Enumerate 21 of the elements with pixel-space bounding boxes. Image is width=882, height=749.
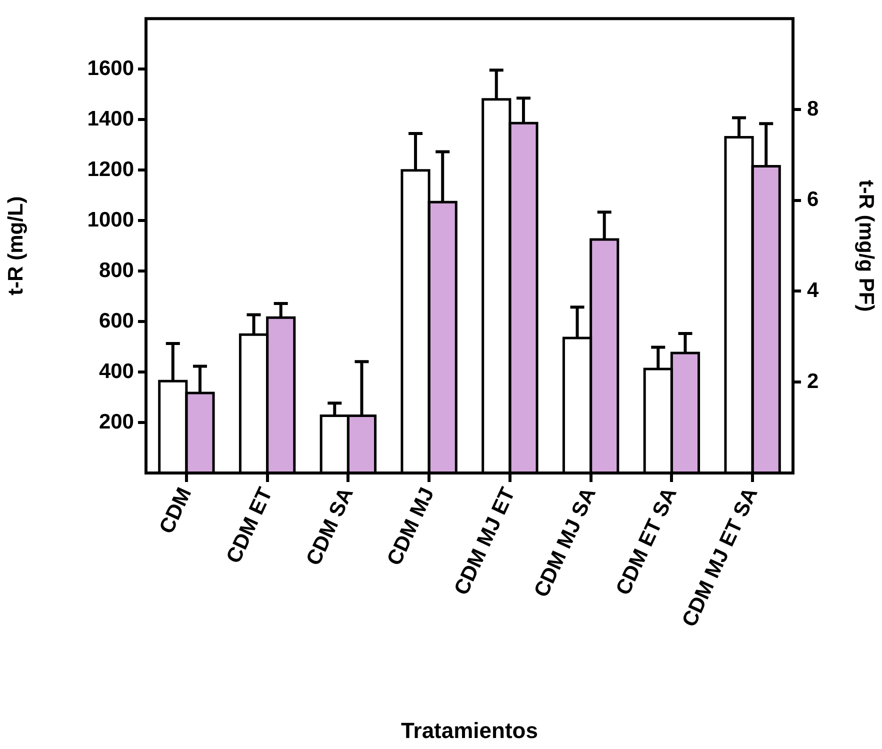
y-tick-label: 800: [98, 258, 134, 282]
y-tick-label: 200: [98, 410, 134, 434]
y2-axis-title: t-R (mg/g PF): [854, 180, 878, 312]
y-tick-label: 1200: [87, 158, 134, 181]
x-tick-label: CDM MJ SA: [530, 484, 601, 601]
x-tick-label: CDM SA: [302, 484, 358, 569]
y-axis-title: t-R (mg/L): [4, 196, 28, 296]
x-tick-label: CDM MJ ET: [450, 484, 520, 599]
y-tick-label: 400: [98, 360, 134, 383]
x-axis-title: Tratamientos: [401, 718, 538, 743]
y2-tick-label: 8: [807, 97, 819, 120]
y-tick-label: 600: [98, 309, 134, 332]
y-tick-label: 1000: [87, 208, 134, 232]
y2-tick-label: 6: [807, 188, 819, 212]
y2-tick-label: 2: [807, 370, 819, 393]
x-tick-label: CDM ET: [222, 484, 278, 567]
y-tick-label: 1600: [87, 56, 134, 80]
x-tick-label: CDM: [155, 484, 196, 538]
x-tick-label: CDM MJ: [382, 484, 439, 569]
y2-tick-label: 4: [807, 279, 819, 302]
y-tick-label: 1400: [87, 107, 134, 130]
